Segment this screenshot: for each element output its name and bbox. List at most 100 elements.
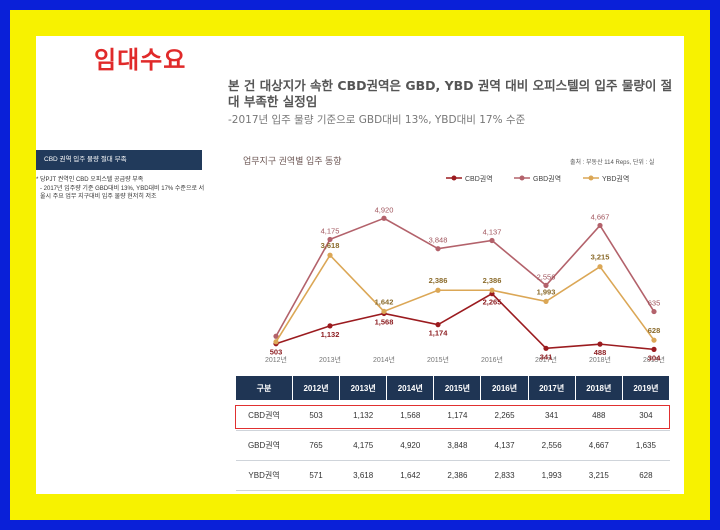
series-line bbox=[275, 253, 655, 343]
table-cell: 3,848 bbox=[433, 430, 481, 461]
data-label: 1,568 bbox=[375, 317, 394, 326]
data-point bbox=[381, 308, 387, 314]
table-row-header: YBD권역 bbox=[235, 460, 293, 491]
data-point bbox=[435, 287, 441, 293]
table-header-cell: 구분 bbox=[235, 375, 293, 401]
table-header-cell: 2012년 bbox=[291, 375, 341, 401]
data-label: 3,848 bbox=[429, 236, 448, 245]
sidebar-bullet: * 당PJT 권역인 CBD 오피스텔 공급량 부족 bbox=[36, 177, 144, 183]
data-point bbox=[273, 339, 279, 345]
brand-title: 임대수요 bbox=[94, 46, 187, 74]
data-point bbox=[435, 322, 441, 328]
table-header-cell: 2015년 bbox=[433, 375, 482, 401]
data-label: 4,920 bbox=[375, 205, 394, 214]
table-cell: 1,642 bbox=[386, 460, 434, 491]
data-label: 4,667 bbox=[591, 212, 610, 221]
table-cell: 765 bbox=[292, 430, 340, 461]
table-cell: 1,568 bbox=[386, 400, 434, 431]
data-point bbox=[273, 333, 279, 339]
table-header-cell: 2013년 bbox=[339, 375, 388, 401]
data-point bbox=[651, 346, 657, 352]
data-point bbox=[543, 345, 549, 351]
data-point bbox=[489, 287, 495, 293]
table-cell: 2,833 bbox=[480, 460, 529, 491]
table-cell: 4,175 bbox=[339, 430, 387, 461]
table-header-row: 구분 2012년 2013년 2014년 2015년 2016년 2017년 2018년 201… bbox=[235, 375, 671, 401]
table-cell: 1,635 bbox=[622, 430, 670, 461]
data-point bbox=[543, 282, 549, 289]
data-point bbox=[327, 323, 333, 329]
data-table: 구분 2012년 2013년 2014년 2015년 2016년 2017년 2018년 201… bbox=[235, 375, 671, 491]
data-point bbox=[651, 337, 657, 343]
x-tick-label: 2017년 bbox=[535, 355, 557, 364]
table-row: GBD권역 765 4,175 4,920 3,848 4,137 2,556 4,667 1,… bbox=[235, 430, 670, 461]
table-row: YBD권역 571 3,618 1,642 2,386 2,833 1,993 3,215 62… bbox=[235, 460, 670, 491]
x-tick-label: 2014년 bbox=[373, 355, 395, 364]
table-cell: 304 bbox=[622, 400, 670, 431]
table-cell: 341 bbox=[528, 400, 576, 431]
data-label: 1,132 bbox=[321, 330, 340, 339]
data-label: 1,174 bbox=[429, 329, 449, 338]
data-label: 304 bbox=[648, 353, 661, 362]
table-body: CBD권역 503 1,132 1,568 1,174 2,265 341 488 304 GBD… bbox=[235, 400, 670, 491]
headline: 본 건 대상지가 속한 CBD권역은 GBD, YBD 권역 대비 오피스텔의 … bbox=[228, 78, 673, 109]
data-label: 1,642 bbox=[375, 297, 394, 306]
table-cell: 3,215 bbox=[575, 460, 623, 491]
sidebar-subtext: - 2017년 입주량 기준 GBD대비 13%, YBD대비 17% 수준으로… bbox=[40, 186, 205, 200]
data-label: 2,386 bbox=[429, 276, 448, 285]
table-header-cell: 2018년 bbox=[574, 375, 623, 401]
data-label: 2,556 bbox=[537, 272, 556, 281]
data-point bbox=[327, 236, 333, 243]
table-row-header: GBD권역 bbox=[235, 430, 293, 461]
table-cell: 3,618 bbox=[339, 460, 387, 491]
data-label: 628 bbox=[648, 326, 661, 335]
table-cell: 488 bbox=[575, 400, 623, 431]
data-label: 4,175 bbox=[321, 226, 340, 235]
legend-marker bbox=[519, 175, 525, 181]
data-point bbox=[597, 341, 603, 347]
table-cell: 1,993 bbox=[528, 460, 576, 491]
data-point bbox=[543, 298, 549, 304]
chart-title: 업무지구 권역별 입주 동향 bbox=[243, 156, 342, 166]
subline: -2017년 입주 물량 기준으로 GBD대비 13%, YBD대비 17% 수… bbox=[228, 114, 526, 126]
table-cell: 1,174 bbox=[433, 400, 481, 431]
slide: 임대수요 본 건 대상지가 속한 CBD권역은 GBD, YBD 권역 대비 오… bbox=[36, 36, 684, 494]
table-header-cell: 2019년 bbox=[621, 375, 671, 401]
data-label: 3,215 bbox=[591, 253, 610, 262]
table-header-cell: 2016년 bbox=[480, 375, 529, 401]
table-cell: 503 bbox=[292, 400, 340, 431]
data-point bbox=[327, 252, 333, 258]
x-tick-label: 2019년 bbox=[643, 355, 665, 364]
legend-label: GBD권역 bbox=[533, 174, 561, 183]
table-cell: 628 bbox=[622, 460, 670, 491]
table-cell: 1,132 bbox=[339, 400, 387, 431]
table-header-cell: 2014년 bbox=[386, 375, 435, 401]
x-tick-label: 2012년 bbox=[265, 355, 287, 364]
data-label: 3,618 bbox=[321, 241, 340, 250]
data-label: 341 bbox=[540, 352, 553, 361]
table-cell: 2,556 bbox=[528, 430, 576, 461]
data-point bbox=[435, 246, 441, 252]
data-point bbox=[597, 222, 603, 229]
data-label: 2,265 bbox=[483, 298, 502, 307]
legend-marker bbox=[451, 175, 457, 181]
series-line bbox=[275, 217, 655, 337]
data-point bbox=[381, 215, 387, 221]
data-point bbox=[597, 264, 603, 270]
series-line bbox=[275, 292, 655, 351]
table-header-cell: 2017년 bbox=[527, 375, 576, 401]
legend-marker bbox=[588, 175, 594, 181]
table-cell: 571 bbox=[292, 460, 340, 491]
table-cell: 4,137 bbox=[480, 430, 529, 461]
legend-label: CBD권역 bbox=[465, 174, 493, 183]
line-chart: CBD권역 GBD권역 YBD권역 2012년 2013년 2014년 2015년 2016년… bbox=[265, 174, 665, 364]
data-point bbox=[489, 237, 495, 244]
data-label: 4,137 bbox=[483, 228, 502, 237]
x-tick-label: 2018년 bbox=[589, 355, 611, 364]
data-point bbox=[651, 308, 657, 315]
table-cell: 2,386 bbox=[433, 460, 481, 491]
x-tick-label: 2015년 bbox=[427, 355, 449, 364]
data-label: 1,993 bbox=[537, 287, 556, 296]
table-row-header: CBD권역 bbox=[235, 400, 293, 431]
data-label: 635 bbox=[648, 299, 661, 308]
